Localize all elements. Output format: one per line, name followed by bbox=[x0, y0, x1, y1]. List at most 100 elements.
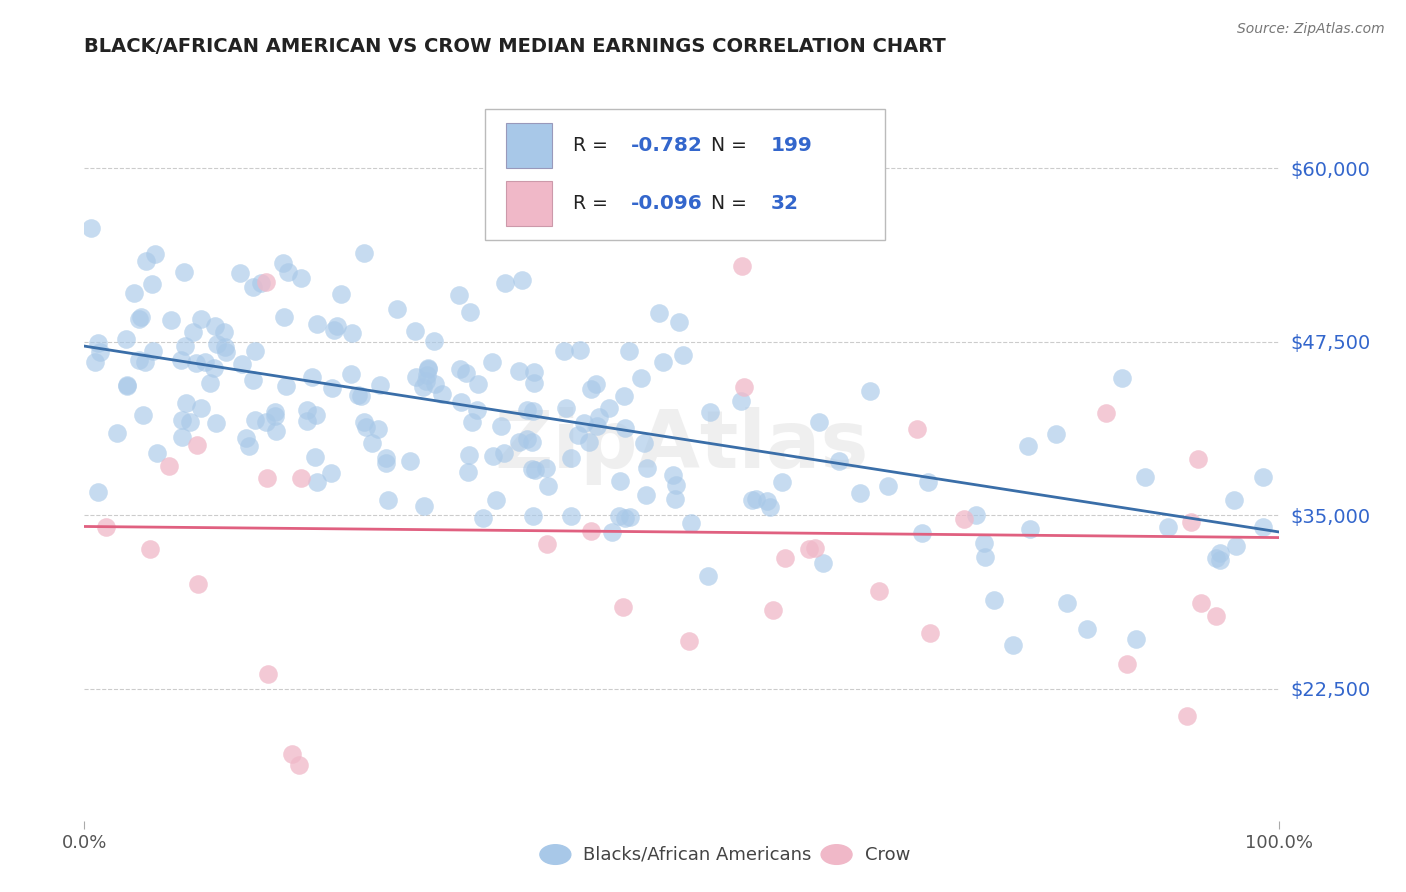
Point bbox=[911, 525, 934, 540]
Point bbox=[572, 416, 595, 430]
Point bbox=[770, 475, 793, 489]
Text: BLACK/AFRICAN AMERICAN VS CROW MEDIAN EARNINGS CORRELATION CHART: BLACK/AFRICAN AMERICAN VS CROW MEDIAN EA… bbox=[84, 37, 946, 56]
Point bbox=[423, 376, 446, 391]
Point bbox=[471, 511, 494, 525]
Point bbox=[141, 277, 163, 291]
Point bbox=[271, 255, 294, 269]
Point bbox=[264, 405, 287, 419]
Point bbox=[170, 352, 193, 367]
Point bbox=[105, 425, 128, 440]
Point bbox=[745, 491, 768, 506]
Point bbox=[730, 394, 752, 409]
Point bbox=[1076, 623, 1098, 637]
Point bbox=[305, 409, 328, 423]
Point bbox=[678, 634, 700, 648]
Point bbox=[983, 593, 1005, 607]
Point bbox=[581, 382, 603, 396]
Point bbox=[1175, 709, 1198, 723]
Point bbox=[614, 421, 637, 435]
Point bbox=[1017, 439, 1039, 453]
Point bbox=[404, 325, 426, 339]
Point bbox=[301, 370, 323, 384]
Point bbox=[173, 338, 195, 352]
Point bbox=[1189, 596, 1212, 610]
Point bbox=[194, 355, 217, 369]
Point bbox=[122, 286, 145, 301]
Point bbox=[1019, 522, 1042, 536]
Point bbox=[447, 287, 470, 301]
Point bbox=[662, 468, 685, 483]
Point bbox=[522, 509, 544, 524]
Point bbox=[917, 475, 939, 489]
Point bbox=[633, 436, 655, 450]
Point bbox=[828, 453, 851, 467]
Point bbox=[115, 377, 138, 392]
Point bbox=[350, 389, 373, 403]
Point bbox=[1205, 609, 1227, 624]
Point bbox=[672, 348, 695, 362]
Point bbox=[492, 446, 515, 460]
Point bbox=[190, 401, 212, 415]
Point bbox=[664, 491, 686, 506]
Point bbox=[430, 387, 453, 401]
Text: Blacks/African Americans: Blacks/African Americans bbox=[583, 846, 811, 863]
Point bbox=[482, 450, 505, 464]
Point bbox=[264, 409, 287, 424]
Point bbox=[849, 485, 872, 500]
Text: R =: R = bbox=[574, 136, 614, 155]
Point bbox=[281, 747, 304, 761]
Point bbox=[588, 409, 610, 424]
Point bbox=[569, 343, 592, 357]
Point bbox=[405, 370, 427, 384]
Text: 32: 32 bbox=[770, 194, 799, 212]
Point bbox=[457, 465, 479, 479]
Point bbox=[918, 626, 941, 640]
Point bbox=[636, 488, 658, 502]
Point bbox=[94, 520, 117, 534]
Point bbox=[128, 353, 150, 368]
Point bbox=[481, 355, 503, 369]
Point bbox=[387, 302, 409, 317]
Point bbox=[773, 551, 796, 566]
Point bbox=[581, 524, 603, 538]
Point bbox=[174, 395, 197, 409]
FancyBboxPatch shape bbox=[506, 181, 551, 226]
Point bbox=[449, 361, 471, 376]
Point bbox=[114, 332, 136, 346]
Point bbox=[494, 276, 516, 290]
Point bbox=[214, 325, 236, 339]
Point bbox=[190, 312, 212, 326]
Point bbox=[512, 215, 534, 229]
Point bbox=[734, 380, 756, 394]
Point bbox=[256, 667, 278, 681]
Point bbox=[200, 376, 222, 390]
Point bbox=[277, 265, 299, 279]
Point bbox=[609, 508, 631, 523]
Point bbox=[295, 414, 318, 428]
Point bbox=[273, 310, 295, 325]
Point bbox=[1187, 451, 1209, 466]
Point bbox=[87, 485, 110, 500]
Point bbox=[1180, 515, 1202, 529]
Point bbox=[238, 438, 260, 452]
Point bbox=[612, 600, 634, 615]
Point bbox=[1209, 553, 1232, 567]
Point bbox=[560, 509, 582, 524]
Text: ZipAtlas: ZipAtlas bbox=[495, 407, 869, 485]
Point bbox=[135, 253, 157, 268]
Point bbox=[128, 312, 150, 326]
Point bbox=[1156, 520, 1178, 534]
Point bbox=[347, 388, 370, 402]
Point bbox=[524, 463, 547, 477]
Point bbox=[423, 334, 446, 348]
Point bbox=[254, 275, 277, 289]
Point bbox=[877, 479, 900, 493]
Point bbox=[804, 541, 827, 555]
Point bbox=[1223, 493, 1246, 508]
Point bbox=[560, 450, 582, 465]
Point bbox=[229, 267, 252, 281]
Point bbox=[651, 355, 673, 369]
Point bbox=[89, 345, 111, 359]
Point bbox=[412, 499, 434, 513]
Point bbox=[461, 415, 484, 429]
